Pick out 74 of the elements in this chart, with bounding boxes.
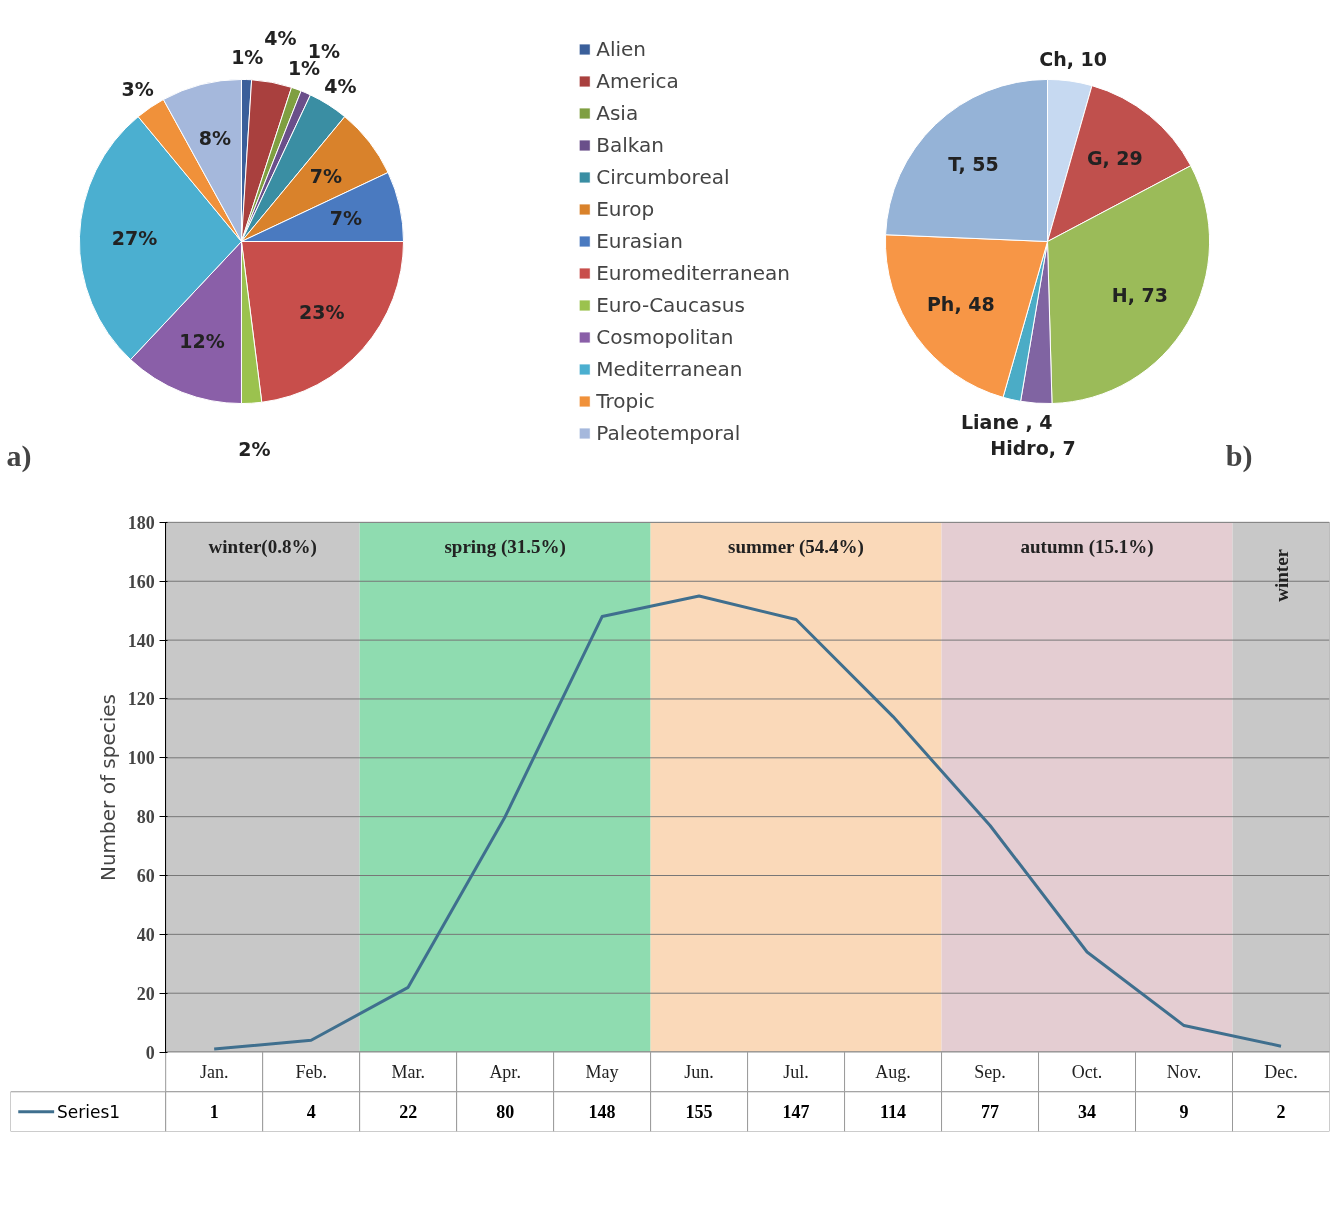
data-label: 114 bbox=[880, 1102, 907, 1123]
y-tick-label: 100 bbox=[127, 748, 155, 769]
legend-label: Cosmopolitan bbox=[596, 325, 734, 349]
y-tick-label: 80 bbox=[136, 807, 155, 828]
data-label: 27% bbox=[111, 227, 158, 250]
legend-label: Series1 bbox=[57, 1101, 121, 1122]
band-label: autumn (15.1%) bbox=[1020, 535, 1154, 558]
data-label: 4 bbox=[306, 1102, 316, 1123]
y-axis-title: Number of species bbox=[95, 693, 120, 882]
data-label: 34 bbox=[1078, 1102, 1097, 1123]
legend-label: Euro-Caucasus bbox=[596, 293, 745, 317]
legend-label: Euromediterranean bbox=[596, 261, 790, 285]
legend-label: Europ bbox=[596, 197, 655, 221]
data-label: 9 bbox=[1179, 1102, 1189, 1123]
data-label: 7% bbox=[309, 164, 343, 187]
band-label: winter(0.8%) bbox=[208, 535, 317, 558]
legend-label: Eurasian bbox=[596, 229, 683, 253]
legend-label: Alien bbox=[596, 37, 646, 61]
y-tick-label: 20 bbox=[136, 983, 155, 1004]
data-label: Ch, 10 bbox=[1039, 47, 1107, 70]
data-label: 1 bbox=[209, 1102, 219, 1123]
data-label: 80 bbox=[496, 1102, 515, 1123]
data-label: 147 bbox=[782, 1102, 810, 1123]
text: b) bbox=[1225, 438, 1253, 473]
y-tick-label: 60 bbox=[136, 866, 155, 887]
y-tick-label: 120 bbox=[127, 689, 155, 710]
data-label: 4% bbox=[324, 74, 357, 97]
data-label: 2% bbox=[238, 437, 271, 460]
x-tick-label: Oct. bbox=[1071, 1061, 1103, 1082]
data-label: H, 73 bbox=[1111, 284, 1168, 307]
x-tick-label: Dec. bbox=[1264, 1061, 1298, 1082]
data-label: 148 bbox=[588, 1102, 616, 1123]
data-label: G, 29 bbox=[1086, 147, 1143, 170]
y-tick-label: 180 bbox=[127, 512, 155, 533]
legend-label: Paleotemporal bbox=[596, 421, 741, 445]
legend-label: Balkan bbox=[596, 133, 664, 157]
x-tick-label: Apr. bbox=[489, 1061, 521, 1082]
data-label: Ph, 48 bbox=[926, 293, 995, 316]
x-tick-label: Feb. bbox=[295, 1061, 327, 1082]
data-label: T, 55 bbox=[948, 153, 999, 176]
band-label: spring (31.5%) bbox=[444, 535, 566, 558]
y-tick-label: 160 bbox=[127, 571, 155, 592]
data-label: 155 bbox=[685, 1102, 713, 1123]
data-label: 8% bbox=[198, 126, 231, 149]
x-tick-label: Jul. bbox=[783, 1061, 809, 1082]
x-tick-label: Sep. bbox=[974, 1061, 1006, 1082]
x-tick-label: Jan. bbox=[199, 1061, 229, 1082]
x-tick-label: Mar. bbox=[391, 1061, 425, 1082]
data-label: 2 bbox=[1276, 1102, 1286, 1123]
x-tick-label: Aug. bbox=[875, 1061, 911, 1082]
legend-label: Tropic bbox=[596, 389, 655, 413]
band-label: winter bbox=[1270, 548, 1292, 602]
data-label: 23% bbox=[298, 301, 345, 324]
text: a) bbox=[6, 438, 32, 473]
x-tick-label: Jun. bbox=[684, 1061, 714, 1082]
x-tick-label: Nov. bbox=[1166, 1061, 1202, 1082]
data-label: 1% bbox=[231, 45, 264, 68]
y-tick-label: 0 bbox=[145, 1042, 155, 1063]
data-label: 7% bbox=[329, 207, 362, 230]
data-label: Liane , 4 bbox=[960, 410, 1053, 433]
data-label: 77 bbox=[981, 1102, 1000, 1123]
legend-label: America bbox=[596, 69, 679, 93]
data-label: 4% bbox=[264, 26, 297, 49]
data-label: 22 bbox=[399, 1102, 418, 1123]
data-label: Hidro, 7 bbox=[990, 437, 1076, 460]
y-tick-label: 140 bbox=[127, 630, 155, 651]
legend-label: Circumboreal bbox=[596, 165, 730, 189]
data-label: 3% bbox=[121, 77, 154, 100]
legend-label: Mediterranean bbox=[596, 357, 743, 381]
band-label: summer (54.4%) bbox=[728, 535, 864, 558]
legend-label: Asia bbox=[596, 101, 639, 125]
x-tick-label: May bbox=[585, 1061, 619, 1082]
data-label: 12% bbox=[179, 329, 225, 352]
y-tick-label: 40 bbox=[136, 924, 155, 945]
